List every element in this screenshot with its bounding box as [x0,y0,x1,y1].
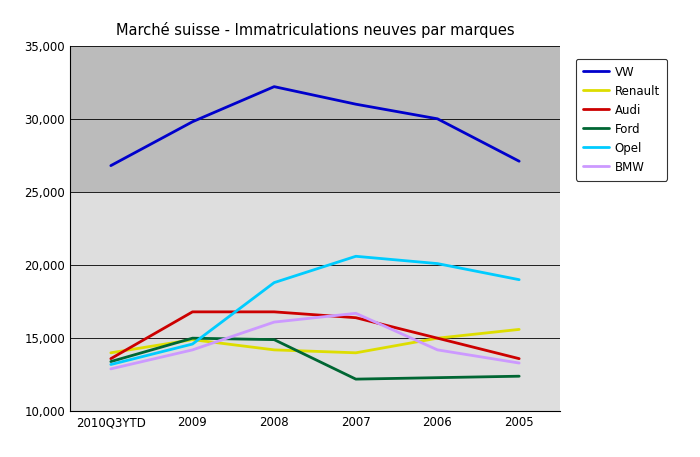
Renault [433,335,442,341]
VW [351,101,360,107]
Renault [351,350,360,356]
Renault [106,350,115,356]
Audi [270,309,279,314]
VW [433,116,442,122]
Audi [515,356,524,361]
Ford [515,373,524,379]
Audi [188,309,197,314]
VW [106,163,115,168]
Opel [270,280,279,285]
Line: BMW: BMW [111,314,519,369]
Line: Audi: Audi [111,312,519,359]
BMW [515,360,524,366]
Opel [188,341,197,347]
VW [188,119,197,124]
Ford [106,359,115,364]
Bar [70,46,560,192]
Opel [433,261,442,266]
Ford [351,377,360,382]
Bar [70,192,560,411]
Renault [270,347,279,353]
Line: Renault: Renault [111,329,519,353]
Line: Opel: Opel [111,256,519,365]
Audi [106,356,115,361]
BMW [270,319,279,325]
Audi [351,315,360,320]
BMW [433,347,442,353]
Opel [515,277,524,282]
Renault [515,327,524,332]
Legend: VW, Renault, Audi, Ford, Opel, BMW: VW, Renault, Audi, Ford, Opel, BMW [575,59,667,181]
Line: Ford: Ford [111,338,519,379]
Ford [270,337,279,342]
BMW [106,366,115,372]
BMW [351,311,360,316]
Title: Marché suisse - Immatriculations neuves par marques: Marché suisse - Immatriculations neuves … [116,21,514,37]
Opel [106,362,115,367]
Ford [433,375,442,380]
Opel [351,254,360,259]
VW [270,84,279,90]
Audi [433,335,442,341]
BMW [188,347,197,353]
VW [515,159,524,164]
Renault [188,337,197,342]
Ford [188,335,197,341]
Line: VW: VW [111,87,519,165]
